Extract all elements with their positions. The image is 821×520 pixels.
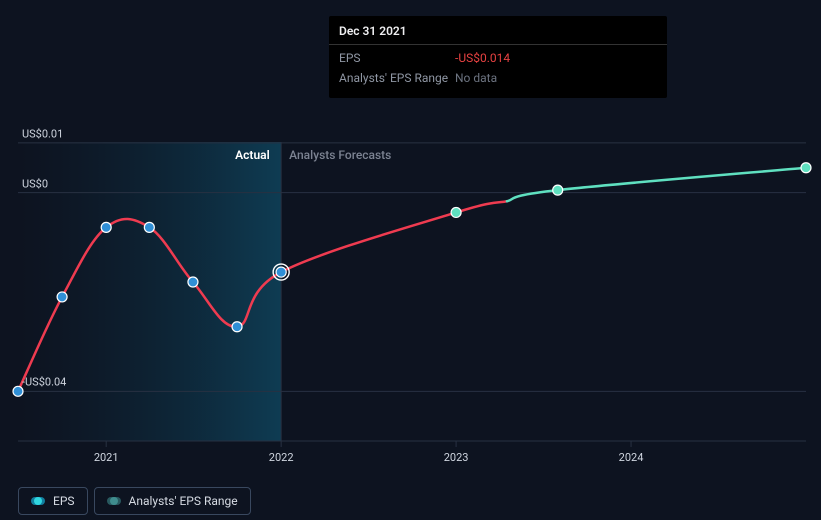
x-axis-tick-label: 2023 [444, 451, 469, 464]
tooltip-row-label: Analysts' EPS Range [339, 71, 455, 85]
region-label-forecast: Analysts Forecasts [289, 148, 391, 162]
y-axis-tick-label: -US$0.04 [22, 376, 66, 389]
tooltip-row-label: EPS [339, 51, 455, 65]
eps-chart: { "chart": { "type": "line", "width_px":… [0, 0, 821, 520]
legend-item-label: EPS [53, 494, 75, 508]
y-axis-tick-label: US$0.01 [22, 127, 63, 140]
legend-item-label: Analysts' EPS Range [129, 494, 238, 508]
tooltip-row-value: No data [455, 71, 497, 85]
chart-tooltip: Dec 31 2021 EPS -US$0.014 Analysts' EPS … [329, 16, 667, 98]
x-axis-tick-label: 2024 [619, 451, 644, 464]
x-axis-tick-label: 2021 [94, 451, 119, 464]
legend-swatch [31, 497, 45, 505]
y-axis-tick-label: US$0 [22, 177, 48, 190]
region-label-actual: Actual [235, 148, 270, 162]
legend-swatch [107, 497, 121, 505]
chart-legend: EPS Analysts' EPS Range [18, 487, 251, 515]
tooltip-date: Dec 31 2021 [329, 22, 667, 44]
legend-item-eps[interactable]: EPS [18, 487, 88, 515]
tooltip-row-value: -US$0.014 [455, 51, 510, 65]
x-axis-tick-label: 2022 [269, 451, 294, 464]
legend-item-analysts_range[interactable]: Analysts' EPS Range [94, 487, 251, 515]
tooltip-row-eps: EPS -US$0.014 [329, 44, 667, 68]
tooltip-row-range: Analysts' EPS Range No data [329, 68, 667, 88]
